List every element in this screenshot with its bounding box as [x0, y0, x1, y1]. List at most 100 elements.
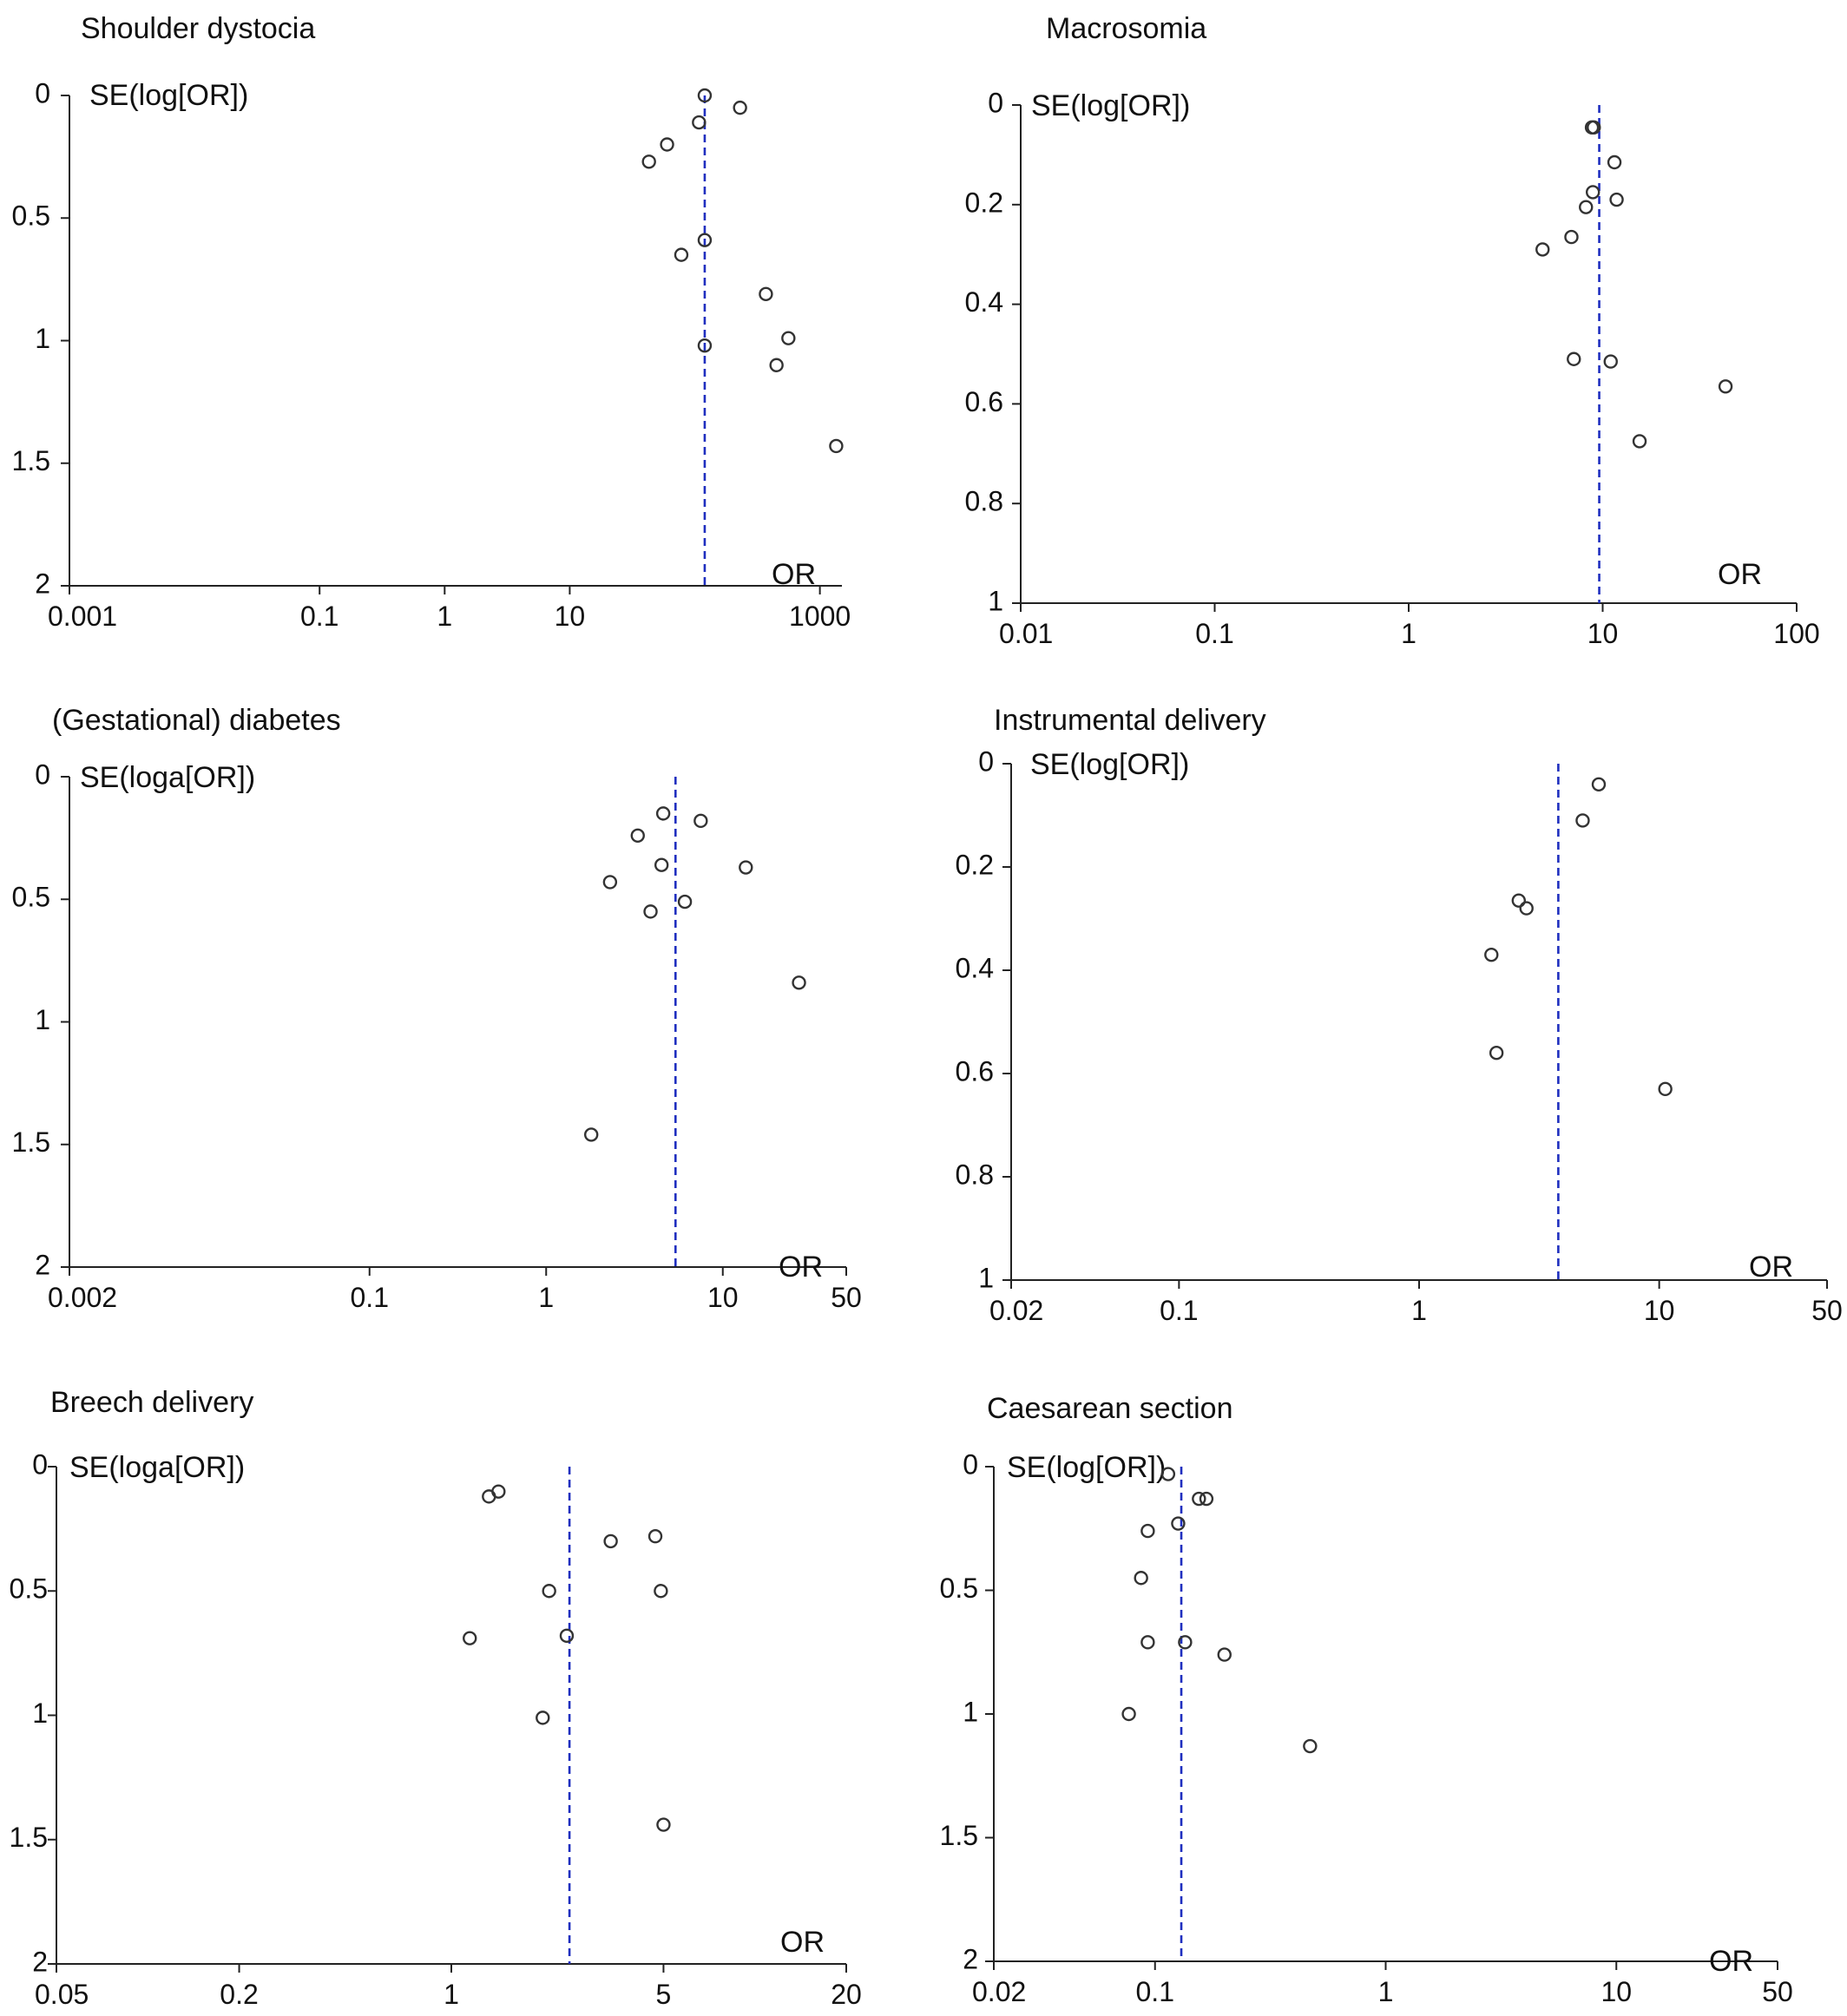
study-point: [647, 1529, 663, 1544]
x-tick-label: 0.2: [220, 1979, 258, 2010]
study-point: [1567, 351, 1581, 366]
x-tick-label: 0.02: [989, 1295, 1043, 1326]
study-point: [697, 88, 713, 103]
study-point: [559, 1628, 575, 1644]
x-tick-label: 0.1: [1160, 1295, 1198, 1326]
study-point: [603, 1533, 618, 1549]
study-point: [792, 975, 806, 990]
study-point: [654, 857, 669, 872]
y-tick-label: 0: [978, 745, 994, 777]
x-tick-label: 20: [831, 1979, 862, 2010]
panel-title: Macrosomia: [1046, 12, 1206, 45]
x-tick-label: 50: [1811, 1295, 1843, 1326]
x-tick-label: 0.1: [300, 601, 339, 632]
y-tick-label: 0: [988, 87, 1003, 118]
panel-title: Instrumental delivery: [994, 704, 1266, 737]
study-point: [1217, 1647, 1232, 1662]
y-tick-label: 2: [963, 1943, 978, 1974]
x-tick-label: 0.1: [351, 1282, 389, 1313]
study-point: [1591, 777, 1607, 791]
study-point: [1134, 1571, 1148, 1586]
x-axis-label: OR: [1709, 1945, 1753, 1978]
x-tick-label: 1000: [789, 601, 851, 632]
y-tick-label: 2: [35, 1249, 50, 1280]
x-tick-label: 100: [1773, 618, 1819, 649]
y-tick-label: 1.5: [12, 1126, 50, 1158]
study-point: [781, 331, 796, 345]
study-point: [655, 806, 671, 821]
panel-title: Shoulder dystocia: [81, 12, 315, 45]
y-tick-label: 0.8: [956, 1159, 994, 1190]
study-point: [733, 100, 747, 115]
study-point: [1519, 901, 1534, 916]
study-point: [463, 1631, 477, 1645]
x-axis-label: OR: [779, 1251, 823, 1284]
study-point: [1140, 1635, 1155, 1650]
y-tick-label: 0: [32, 1448, 48, 1480]
y-axis-label: SE(log[OR]): [1007, 1451, 1166, 1484]
y-tick-label: 1.5: [940, 1820, 978, 1851]
y-axis-label: SE(loga[OR]): [69, 1451, 245, 1484]
y-tick-label: 0.5: [940, 1573, 978, 1604]
study-point: [677, 894, 693, 909]
x-tick-label: 0.001: [48, 601, 117, 632]
study-point: [693, 813, 708, 829]
x-tick-label: 10: [1644, 1295, 1675, 1326]
x-tick-label: 0.05: [35, 1979, 89, 2010]
x-tick-label: 0.1: [1136, 1976, 1174, 2007]
y-axis-label: SE(log[OR]): [1030, 748, 1189, 781]
y-tick-label: 1: [35, 323, 50, 354]
study-point: [697, 338, 713, 353]
x-tick-label: 1: [1401, 618, 1416, 649]
study-point: [1718, 379, 1733, 394]
y-tick-label: 0.2: [956, 849, 994, 880]
study-point: [1489, 1045, 1504, 1061]
study-point: [1178, 1635, 1193, 1650]
study-point: [1140, 1523, 1155, 1539]
study-point: [1632, 434, 1647, 449]
study-point: [1303, 1738, 1318, 1754]
y-tick-label: 0.8: [965, 486, 1003, 517]
study-point: [654, 1584, 668, 1599]
x-tick-label: 5: [656, 1979, 672, 2010]
y-tick-label: 0.6: [956, 1055, 994, 1087]
x-tick-label: 10: [1601, 1976, 1632, 2007]
x-tick-label: 1: [444, 1979, 459, 2010]
study-point: [482, 1489, 496, 1504]
x-tick-label: 0.02: [972, 1976, 1026, 2007]
y-tick-label: 1: [32, 1698, 48, 1729]
y-tick-label: 0.5: [12, 200, 50, 232]
y-tick-label: 1: [978, 1262, 994, 1293]
panel-title: Breech delivery: [50, 1386, 253, 1419]
x-tick-label: 50: [831, 1282, 862, 1313]
funnel-panel: Caesarean section 0 0.5 1 1.5 20.02 0.1 1 10 50 SE…: [940, 1392, 1793, 2007]
study-point: [1585, 185, 1601, 200]
study-point: [1199, 1491, 1214, 1507]
study-point: [643, 904, 658, 919]
study-point: [1607, 154, 1622, 170]
y-tick-label: 1: [988, 585, 1003, 616]
y-tick-label: 1: [963, 1696, 978, 1727]
study-point: [1575, 813, 1590, 828]
study-point: [1121, 1706, 1136, 1722]
x-tick-label: 1: [538, 1282, 554, 1313]
study-point: [542, 1584, 556, 1599]
panel-title: Caesarean section: [987, 1392, 1233, 1425]
study-point: [674, 247, 689, 262]
y-tick-label: 0.4: [965, 286, 1003, 318]
y-tick-label: 1.5: [10, 1822, 48, 1853]
study-point: [1171, 1516, 1186, 1531]
y-tick-label: 0.4: [956, 952, 994, 983]
x-tick-label: 10: [1587, 618, 1619, 649]
y-tick-label: 1: [35, 1004, 50, 1035]
x-axis-label: OR: [772, 558, 816, 591]
y-tick-label: 0: [35, 77, 50, 108]
y-tick-label: 2: [35, 568, 50, 599]
study-point: [759, 286, 773, 302]
x-axis-label: OR: [1718, 558, 1762, 591]
study-point: [1603, 354, 1618, 369]
study-point: [1484, 947, 1499, 962]
